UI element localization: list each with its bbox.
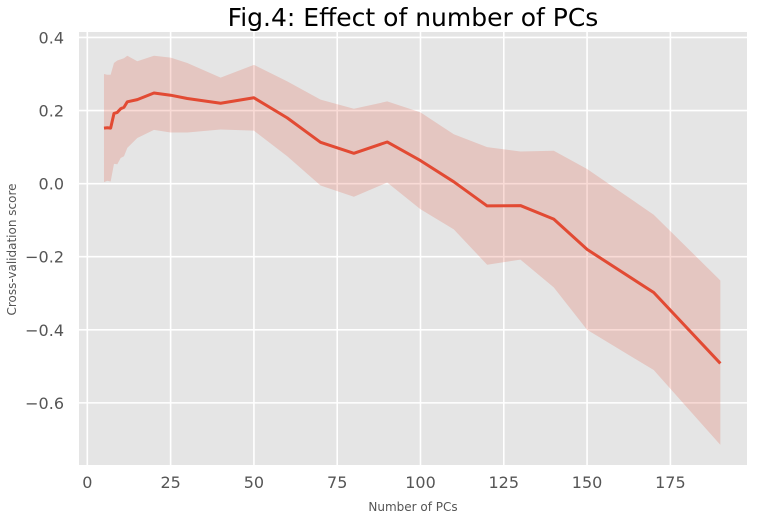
x-gridlines [86, 32, 672, 465]
plot-area [79, 32, 747, 465]
x-tick-label: 100 [405, 473, 436, 492]
y-tick-label: 0.0 [39, 175, 64, 194]
x-tick-label: 50 [244, 473, 264, 492]
x-tick-labels: 0 25 50 75 100 125 150 175 [82, 473, 685, 492]
x-tick-label: 75 [327, 473, 347, 492]
x-tick-label: 0 [82, 473, 92, 492]
y-tick-label: −0.2 [25, 248, 64, 267]
y-gridlines [79, 36, 747, 404]
y-tick-label: 0.4 [39, 28, 64, 47]
y-axis-label: Cross-validation score [5, 183, 19, 315]
x-tick-label: 150 [572, 473, 603, 492]
y-tick-label: −0.6 [25, 394, 64, 413]
x-tick-label: 25 [160, 473, 180, 492]
x-axis-label: Number of PCs [368, 500, 457, 514]
chart-title: Fig.4: Effect of number of PCs [228, 3, 599, 32]
x-tick-label: 125 [489, 473, 520, 492]
y-tick-labels: −0.6 −0.4 −0.2 0.0 0.2 0.4 [25, 28, 64, 412]
y-tick-label: 0.2 [39, 102, 64, 121]
y-tick-label: −0.4 [25, 321, 64, 340]
x-tick-label: 175 [655, 473, 686, 492]
score-line [103, 91, 722, 365]
